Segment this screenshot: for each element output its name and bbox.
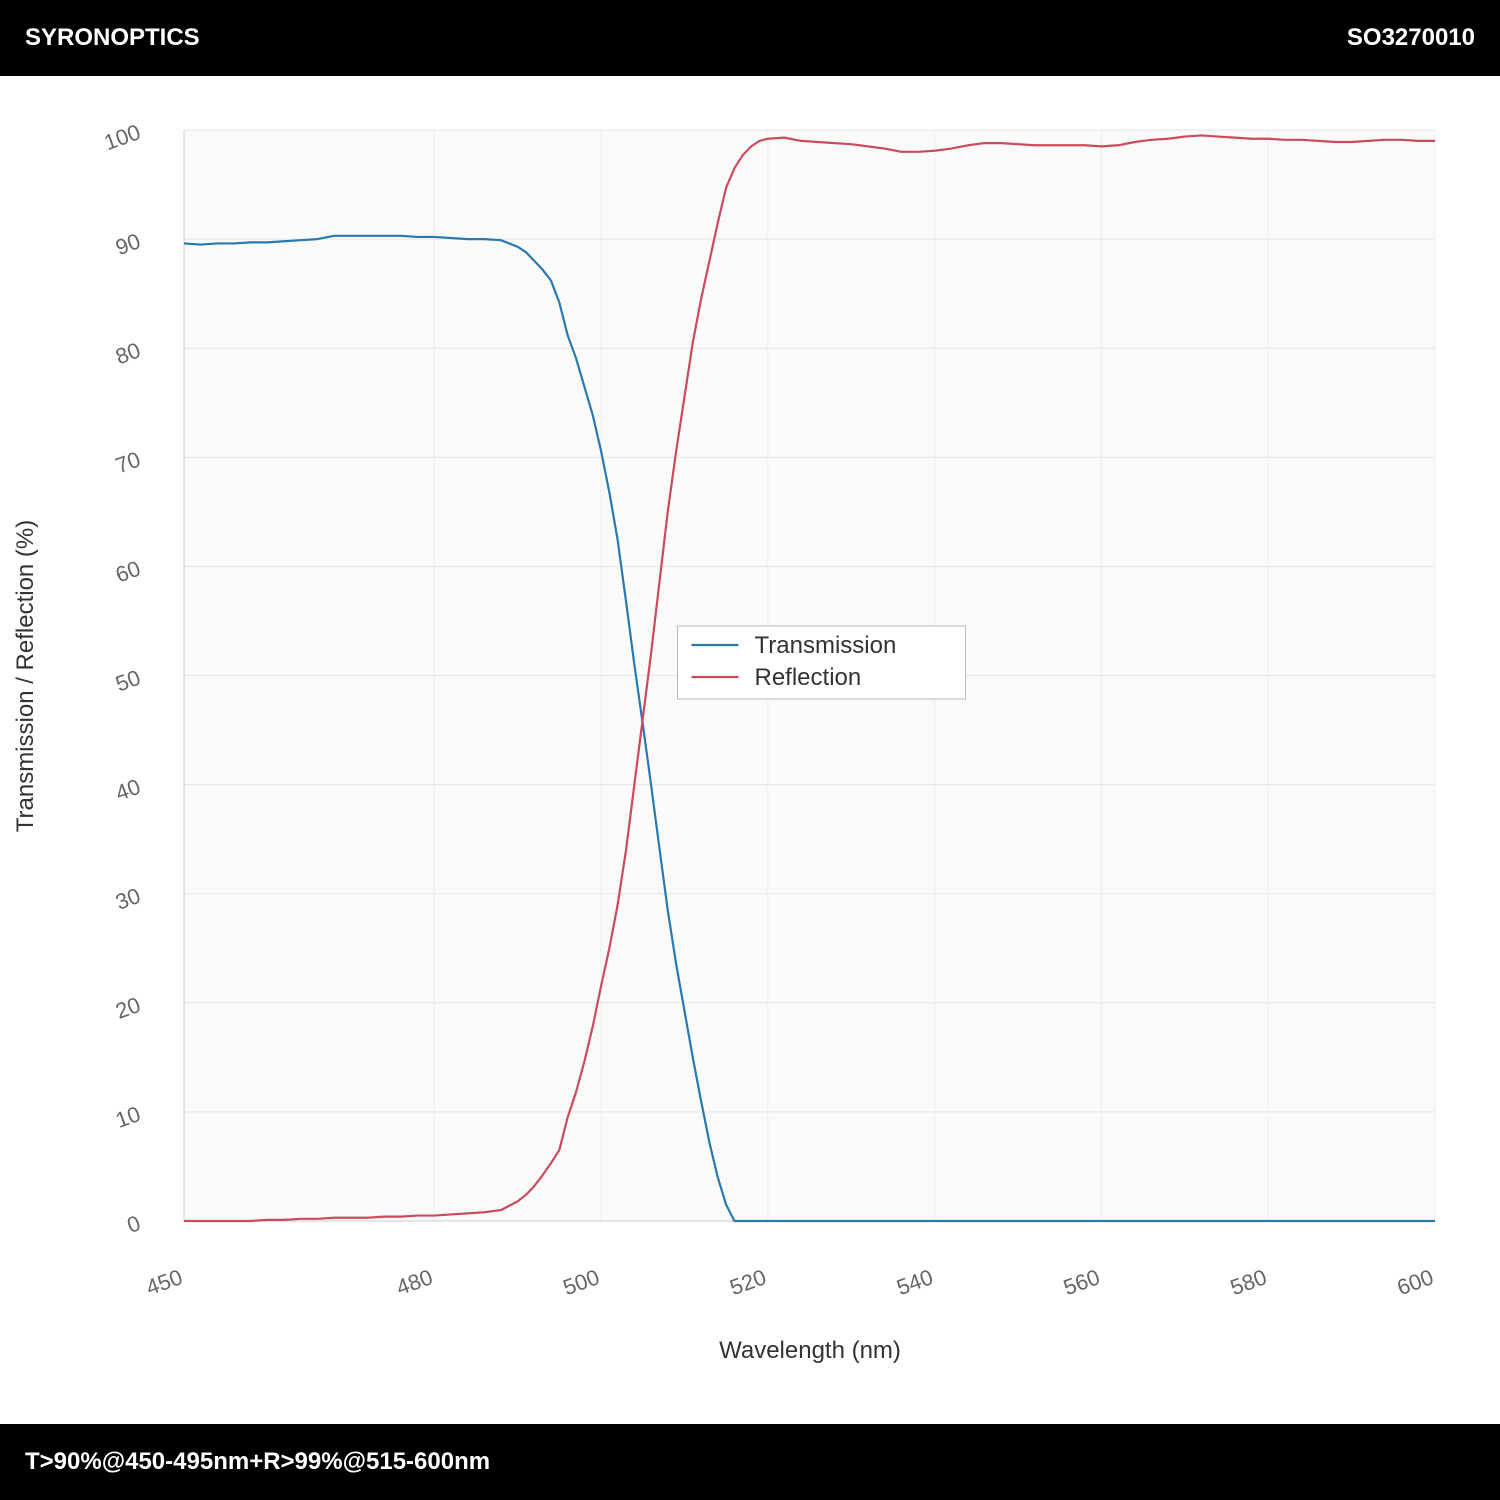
x-tick-label: 580 xyxy=(1227,1264,1270,1300)
y-tick-label: 20 xyxy=(112,992,144,1024)
spec: T>90%@450-495nm+R>99%@515-600nm xyxy=(25,1448,491,1475)
legend-box xyxy=(677,625,966,700)
y-tick-label: 60 xyxy=(112,556,144,588)
footer: T>90%@450-495nm+R>99%@515-600nm xyxy=(0,1424,1500,1500)
x-tick-label: 600 xyxy=(1394,1264,1437,1300)
brand: SYRONOPTICS xyxy=(25,24,200,51)
x-tick-label: 560 xyxy=(1060,1264,1103,1300)
y-axis-title: Transmission / Reflection (%) xyxy=(12,520,39,833)
chart: 0 10 20 30 40 50 60 70 80 90 100 450 480 500 520 540 560… xyxy=(12,119,1437,1364)
x-tick-label: 480 xyxy=(393,1264,436,1300)
y-tick-label: 10 xyxy=(112,1101,144,1133)
x-tick-label: 520 xyxy=(726,1264,769,1300)
x-tick-label: 450 xyxy=(143,1264,186,1300)
y-tick-label: 70 xyxy=(112,447,144,479)
y-tick-label: 100 xyxy=(101,119,144,155)
data-line xyxy=(183,234,1435,1223)
header: SYRONOPTICS SO3270010 xyxy=(0,0,1500,76)
legend-label: Reflection xyxy=(755,664,862,691)
x-tick-label: 540 xyxy=(893,1264,936,1300)
y-tick-label: 0 xyxy=(124,1210,144,1238)
y-tick-label: 30 xyxy=(112,883,144,915)
legend-label: Transmission xyxy=(755,632,897,659)
x-tick-label: 500 xyxy=(560,1264,603,1300)
x-axis-title: Wavelength (nm) xyxy=(719,1337,901,1364)
y-tick-label: 80 xyxy=(112,337,144,369)
data-line xyxy=(184,134,1435,1223)
product-code: SO3270010 xyxy=(1346,24,1475,51)
y-tick-label: 40 xyxy=(112,774,144,806)
y-tick-label: 50 xyxy=(112,665,144,697)
y-tick-label: 90 xyxy=(112,228,144,260)
